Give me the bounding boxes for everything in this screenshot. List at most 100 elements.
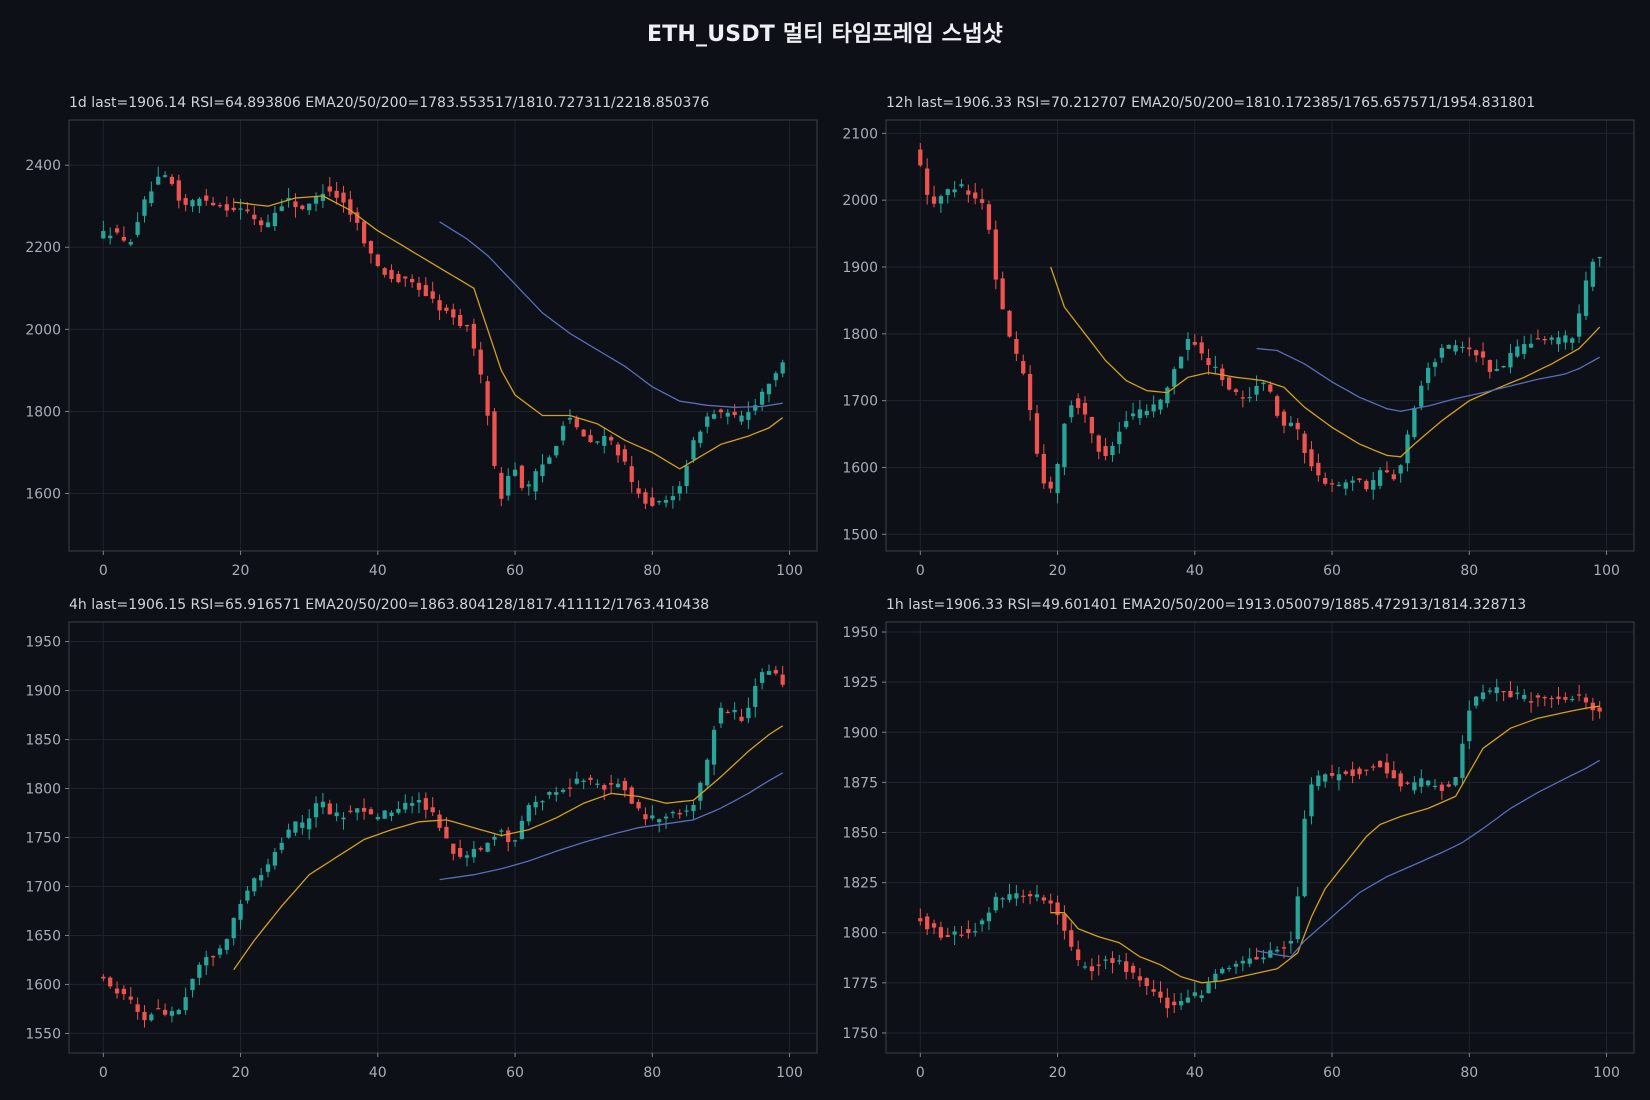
candle-body: [1432, 785, 1438, 788]
candle-body: [190, 978, 195, 991]
candle: [108, 227, 113, 245]
candle-body: [142, 1011, 147, 1021]
candle-body: [1501, 691, 1506, 693]
candle: [272, 206, 277, 232]
candle: [156, 999, 161, 1010]
candle-body: [1124, 421, 1129, 428]
candle-body: [1583, 280, 1589, 316]
candle: [554, 445, 559, 458]
ema50-line: [439, 221, 783, 408]
x-tick-label: 0: [916, 563, 925, 579]
candle: [1350, 476, 1355, 491]
candle: [403, 276, 408, 287]
candle: [1474, 695, 1479, 709]
candle-body: [176, 180, 181, 201]
candle-body: [444, 826, 449, 839]
candle: [1309, 777, 1314, 825]
candle: [938, 194, 944, 213]
candle-body: [245, 890, 250, 901]
candle: [499, 467, 504, 507]
candle-body: [979, 199, 985, 203]
candle: [1371, 471, 1376, 500]
candle: [1576, 304, 1582, 343]
candle-body: [753, 686, 758, 707]
candle: [1549, 335, 1554, 345]
candle: [368, 240, 374, 264]
candle: [773, 666, 778, 676]
candle: [265, 214, 271, 228]
candle-body: [478, 848, 483, 850]
candle: [732, 404, 737, 418]
candle: [1192, 334, 1197, 347]
candle: [1343, 769, 1348, 776]
candle-body: [1103, 959, 1108, 961]
candle: [1268, 381, 1273, 394]
candle: [588, 429, 593, 443]
candle-body: [1439, 347, 1444, 358]
candle: [945, 927, 950, 938]
candle-body: [918, 149, 923, 166]
candle: [1117, 954, 1122, 965]
candle-body: [492, 836, 497, 840]
candle-body: [636, 802, 641, 809]
candle: [636, 799, 641, 811]
candle: [1377, 467, 1383, 490]
candle: [1048, 893, 1053, 914]
candle-body: [1000, 898, 1005, 900]
candle-body: [1528, 343, 1534, 348]
candle: [1069, 400, 1074, 423]
candle: [341, 812, 346, 830]
candle-body: [1302, 433, 1307, 454]
candle: [409, 274, 415, 288]
ema50-line: [1256, 347, 1601, 412]
candle: [1199, 990, 1204, 1003]
candle: [1076, 393, 1081, 415]
candle: [1576, 684, 1582, 702]
candle-body: [1027, 894, 1033, 897]
y-tick-label: 1900: [842, 260, 878, 276]
candle-body: [959, 934, 964, 936]
candle-body: [423, 798, 428, 810]
candle-body: [1535, 695, 1541, 698]
candle: [217, 202, 223, 208]
candle-body: [1213, 973, 1218, 982]
candle-body: [1467, 347, 1472, 350]
candle-body: [1048, 900, 1053, 904]
candle: [1487, 359, 1493, 379]
candle-body: [204, 195, 209, 201]
candle: [512, 839, 518, 847]
candle-body: [156, 176, 161, 185]
candle: [780, 665, 785, 688]
candle: [1178, 992, 1184, 1010]
candle-body: [711, 414, 717, 419]
candle: [595, 441, 600, 445]
candle-body: [272, 852, 277, 866]
candle: [1439, 344, 1444, 363]
candle: [1570, 336, 1575, 351]
candle: [286, 823, 291, 839]
candle: [1096, 434, 1101, 460]
candle: [1460, 735, 1465, 785]
candle: [128, 987, 133, 1004]
candle: [1117, 422, 1122, 454]
candle-body: [986, 912, 992, 922]
candle-body: [114, 228, 120, 233]
candle-body: [348, 810, 353, 812]
candle: [1432, 779, 1438, 790]
candle-body: [451, 309, 456, 318]
candle: [300, 814, 305, 835]
candle: [1096, 955, 1101, 976]
candle: [1110, 441, 1115, 462]
candle: [430, 281, 435, 304]
candle: [1364, 479, 1369, 492]
candle-body: [1343, 482, 1348, 489]
candle: [1384, 461, 1390, 474]
candle-body: [1226, 967, 1232, 970]
candle: [1226, 377, 1232, 391]
candle-body: [1206, 983, 1211, 994]
candle: [1062, 423, 1067, 476]
candle: [149, 1012, 154, 1022]
candle-body: [732, 709, 737, 713]
candle: [1275, 945, 1280, 954]
candle-body: [1021, 895, 1026, 897]
